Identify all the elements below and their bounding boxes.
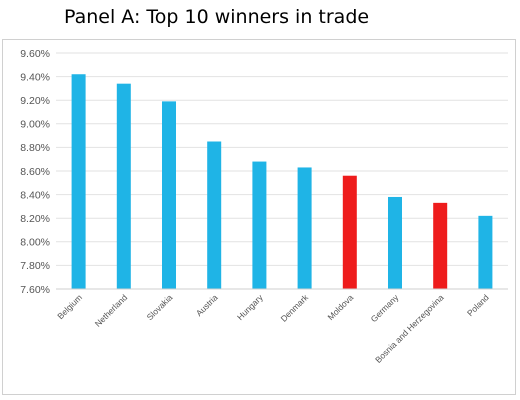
x-tick-label: Poland (465, 292, 491, 318)
bars (71, 74, 493, 290)
x-tick-label: Hungary (235, 292, 265, 322)
y-tick-label: 9.20% (20, 95, 50, 107)
bar-poland (478, 215, 493, 289)
y-tick-label: 8.20% (20, 213, 50, 225)
bar-bosnia-and-herzegovina (433, 202, 448, 289)
bar-chart: 7.60% 7.80% 8.00% 8.20% 8.40% 8.60% 8.80% 9.00%… (20, 48, 508, 365)
bar-belgium (71, 74, 86, 289)
x-tick-label: Moldova (325, 292, 355, 322)
x-tick-label: Slovakia (145, 292, 175, 322)
gridlines (56, 52, 508, 266)
x-tick-label: Netherland (93, 292, 130, 329)
x-tick-label: Denmark (279, 292, 311, 324)
y-tick-label: 8.80% (20, 142, 50, 154)
x-tick-label: Belgium (55, 292, 84, 321)
y-tick-label: 7.60% (20, 284, 50, 296)
y-tick-label: 8.40% (20, 189, 50, 201)
x-tick-label: Germany (369, 292, 401, 324)
bar-germany (388, 196, 402, 289)
y-axis-tick-labels: 7.60% 7.80% 8.00% 8.20% 8.40% 8.60% 8.80% 9.00%… (20, 48, 50, 296)
bar-slovakia (162, 101, 176, 289)
y-tick-label: 7.80% (20, 260, 50, 272)
bar-moldova (342, 175, 357, 289)
bar-hungary (252, 161, 267, 289)
bar-austria (207, 141, 222, 289)
y-tick-label: 9.40% (20, 71, 50, 83)
bar-netherland (116, 83, 131, 290)
y-tick-label: 8.00% (20, 237, 50, 249)
x-tick-label: Austria (194, 292, 220, 318)
chart-area: 7.60% 7.80% 8.00% 8.20% 8.40% 8.60% 8.80% 9.00%… (2, 39, 516, 395)
y-tick-label: 9.60% (20, 48, 50, 60)
chart-title: Panel A: Top 10 winners in trade (64, 6, 370, 28)
x-axis-category-labels: Belgium Netherland Slovakia Austria Hungary D… (55, 292, 491, 365)
y-tick-label: 8.60% (20, 166, 50, 178)
bar-denmark (297, 167, 312, 289)
y-tick-label: 9.00% (20, 119, 50, 131)
